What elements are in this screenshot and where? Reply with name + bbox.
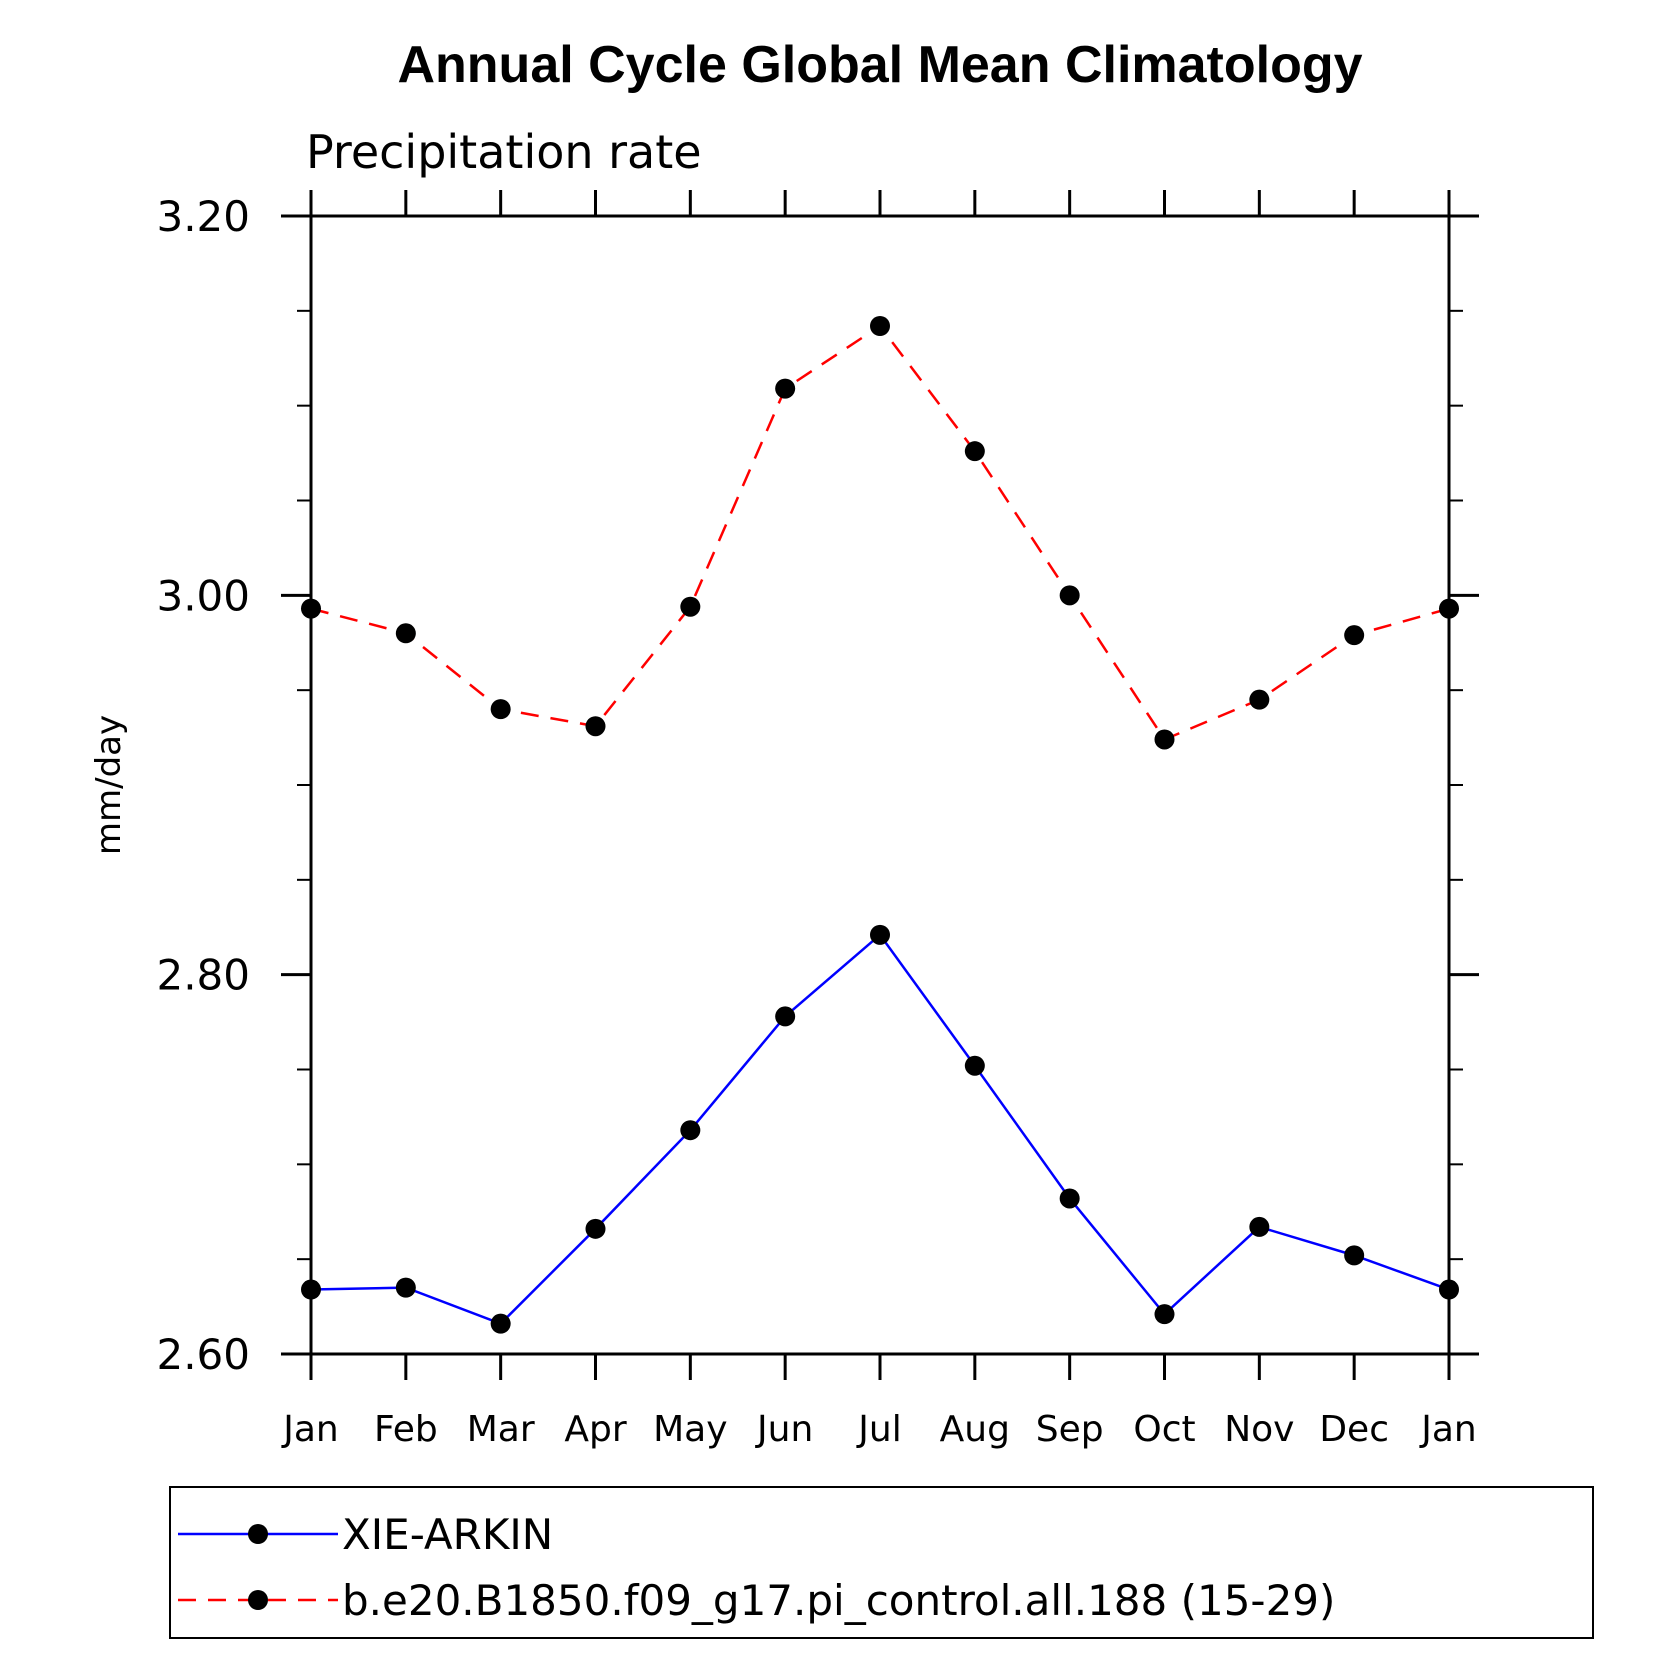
data-point-s1-5 [775,378,796,399]
data-point-s1-4 [680,596,701,617]
data-point-s0-4 [680,1120,701,1141]
data-point-s0-9 [1154,1304,1175,1325]
data-point-s1-9 [1154,729,1175,750]
data-point-s1-12 [1439,598,1459,619]
series-line-0 [310,933,1450,1326]
y-tick-label: 2.80 [156,951,250,1000]
x-tick-label: Nov [1224,1409,1294,1450]
y-tick-labels: 2.60 2.80 3.00 3.20 [156,192,250,1379]
data-point-s1-0 [301,598,321,619]
y-tick-label: 2.60 [156,1330,250,1379]
data-point-s0-1 [395,1277,416,1298]
plot-frame [309,214,1451,1356]
y-axis-label: mm/day [89,715,129,855]
data-point-s1-10 [1249,689,1270,710]
data-point-s0-11 [1344,1245,1365,1266]
x-tick-label: Jan [1419,1409,1477,1450]
x-tick-label: Dec [1319,1409,1389,1450]
x-tick-label: Apr [564,1409,626,1450]
x-tick-label: Sep [1036,1409,1104,1450]
y-tick-label: 3.20 [156,192,250,241]
data-point-s0-7 [964,1055,985,1076]
data-point-s0-10 [1249,1216,1270,1237]
x-tick-labels: Jan Feb Mar Apr May Jun Jul Aug Sep Oct Nov Dec Jan [281,1409,1477,1450]
chart-title: Annual Cycle Global Mean Climatology [397,36,1362,94]
legend-marker-0 [248,1524,268,1544]
legend-label-1: b.e20.B1850.f09_g17.pi_control.all.188 (… [342,1576,1335,1625]
data-point-s1-2 [490,699,511,720]
legend-box [169,1486,1594,1639]
chart-subtitle: Precipitation rate [306,125,702,179]
x-tick-label: Jul [856,1409,901,1450]
legend-label-0: XIE-ARKIN [342,1510,553,1559]
data-point-s1-1 [395,623,416,644]
x-tick-label: Feb [374,1409,438,1450]
y-tick-label: 3.00 [156,571,250,620]
data-point-s1-6 [870,316,890,337]
data-point-s0-8 [1059,1188,1080,1209]
data-point-s1-8 [1059,585,1080,606]
x-tick-label: Jun [755,1409,813,1450]
x-tick-label: Aug [940,1409,1010,1450]
series-line-1 [310,324,1450,742]
x-tick-label: May [653,1409,727,1450]
axis-ticks [281,190,1479,1380]
data-point-s0-3 [585,1218,606,1239]
data-point-s0-6 [870,924,890,945]
data-point-s0-12 [1439,1279,1459,1300]
x-tick-label: Mar [467,1409,535,1450]
data-point-s1-3 [585,716,606,737]
data-point-s0-2 [490,1313,511,1334]
x-tick-label: Jan [281,1409,339,1450]
data-point-s0-0 [301,1279,321,1300]
x-tick-label: Oct [1133,1409,1195,1450]
data-point-s0-5 [775,1006,796,1027]
data-point-s1-11 [1344,625,1365,646]
legend-marker-1 [248,1590,268,1610]
data-point-s1-7 [964,441,985,462]
legend: XIE-ARKIN b.e20.B1850.f09_g17.pi_control.… [178,1510,1335,1625]
series-layer [301,316,1459,1334]
